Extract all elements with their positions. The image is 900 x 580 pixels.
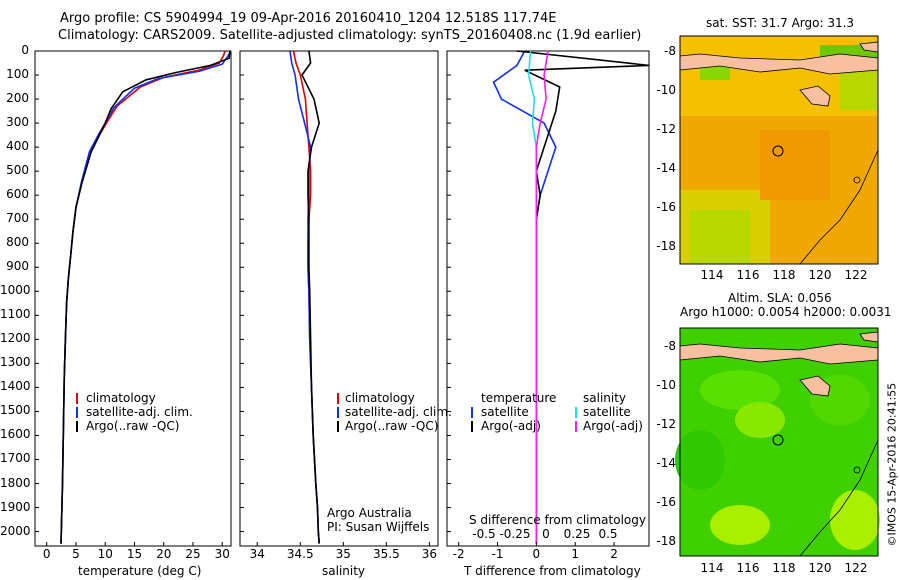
depth-tick-label: 700 bbox=[6, 211, 29, 226]
t-difference-xlabel: T difference from climatology bbox=[464, 564, 641, 578]
temperature-tick-label: 10 bbox=[97, 547, 113, 561]
map1-lon-label: 122 bbox=[844, 268, 868, 282]
map2-lon-label: 116 bbox=[736, 561, 760, 575]
s-difference-tick-label: 0.5 bbox=[598, 527, 618, 541]
map1-lon-label: 118 bbox=[772, 268, 796, 282]
legend-satellite-2: satellite-adj. clim. bbox=[345, 405, 452, 419]
map2-lon-label: 118 bbox=[772, 561, 796, 575]
depth-tick-label: 1700 bbox=[0, 451, 31, 466]
difference-panel bbox=[446, 50, 650, 547]
depth-tick-label: 200 bbox=[6, 91, 29, 106]
depth-tick-label: 1400 bbox=[0, 379, 31, 394]
depth-tick-label: 500 bbox=[6, 163, 29, 178]
legend-argo-2: Argo(..raw -QC) bbox=[345, 419, 439, 433]
map2-lat-label: -16 bbox=[656, 495, 676, 509]
series-line-salinity-argo-adj- bbox=[535, 50, 549, 544]
salinity-tick-label: 34 bbox=[249, 547, 265, 561]
salinity-tick-label: 36 bbox=[421, 547, 438, 561]
salinity-tick-label: 34.5 bbox=[286, 547, 314, 561]
legend-temperature-header: temperature bbox=[481, 391, 557, 405]
salinity-tick-label: 35.5 bbox=[372, 547, 400, 561]
credit-line1: Argo Australia bbox=[327, 506, 412, 520]
depth-tick-label: 1500 bbox=[0, 403, 31, 418]
sst-map-title: sat. SST: 31.7 Argo: 31.3 bbox=[706, 16, 855, 30]
map1-lat-label: -18 bbox=[656, 239, 676, 253]
s-difference-tick-label: -0.25 bbox=[499, 527, 531, 541]
depth-tick-label: 1600 bbox=[0, 427, 31, 442]
salinity-tick-label: 35 bbox=[335, 547, 351, 561]
legend-s-argo: Argo(-adj) bbox=[583, 419, 643, 433]
map1-lat-label: -10 bbox=[656, 83, 676, 97]
temperature-tick-label: 5 bbox=[72, 547, 80, 561]
sla-map bbox=[675, 327, 880, 557]
depth-tick-label: 1200 bbox=[0, 331, 31, 346]
depth-tick-label: 1800 bbox=[0, 475, 31, 490]
legend-s-satellite: satellite bbox=[583, 405, 631, 419]
map1-lon-label: 114 bbox=[700, 268, 724, 282]
map2-lat-label: -12 bbox=[656, 417, 676, 431]
map1-lat-label: -8 bbox=[664, 44, 676, 58]
t-difference-tick-label: -1 bbox=[491, 547, 504, 561]
s-difference-tick-label: 0 bbox=[542, 527, 550, 541]
header-line1: Argo profile: CS 5904994_19 09-Apr-2016 … bbox=[60, 11, 557, 26]
map2-lon-label: 114 bbox=[700, 561, 724, 575]
legend-satellite: satellite-adj. clim. bbox=[86, 405, 193, 419]
legend-climatology: climatology bbox=[86, 391, 156, 405]
map1-lat-label: -14 bbox=[656, 161, 676, 175]
sla-map-title2: Argo h1000: 0.0054 h2000: 0.0031 bbox=[680, 305, 892, 319]
series-line-argo-raw-qc- bbox=[60, 50, 231, 544]
legend-argo: Argo(..raw -QC) bbox=[86, 419, 180, 433]
temperature-panel bbox=[34, 50, 232, 547]
sst-map bbox=[679, 35, 879, 265]
depth-tick-label: 0 bbox=[21, 43, 29, 57]
s-difference-label: S difference from climatology bbox=[469, 513, 646, 527]
sla-map-title1: Altim. SLA: 0.056 bbox=[728, 291, 832, 305]
map2-lon-label: 120 bbox=[808, 561, 832, 575]
map1-lat-label: -16 bbox=[656, 200, 676, 214]
map2-lat-label: -18 bbox=[656, 534, 676, 548]
s-difference-tick-label: -0.5 bbox=[472, 527, 496, 541]
depth-tick-label: 300 bbox=[6, 115, 29, 130]
header-line2: Climatology: CARS2009. Satellite-adjuste… bbox=[58, 28, 642, 43]
depth-tick-label: 600 bbox=[6, 187, 29, 202]
legend-salinity-header: salinity bbox=[583, 391, 627, 405]
depth-tick-label: 1300 bbox=[0, 355, 31, 370]
map2-lon-label: 122 bbox=[844, 561, 868, 575]
depth-tick-label: 1000 bbox=[0, 283, 31, 298]
map2-lat-label: -14 bbox=[656, 456, 676, 470]
temperature-xlabel: temperature (deg C) bbox=[78, 564, 202, 578]
map1-lat-label: -12 bbox=[656, 122, 676, 136]
depth-tick-label: 1900 bbox=[0, 499, 31, 514]
temperature-tick-label: 30 bbox=[214, 547, 230, 561]
legend-t-satellite: satellite bbox=[481, 405, 529, 419]
t-difference-tick-label: 2 bbox=[610, 547, 618, 561]
depth-tick-label: 1100 bbox=[0, 307, 31, 322]
map2-lat-label: -10 bbox=[656, 378, 676, 392]
salinity-xlabel: salinity bbox=[322, 564, 366, 578]
credit-line2: PI: Susan Wijffels bbox=[327, 520, 430, 534]
imos-stamp: ©IMOS 15-Apr-2016 20:41:55 bbox=[885, 382, 899, 547]
temperature-tick-label: 0 bbox=[42, 547, 51, 561]
t-difference-tick-label: 0 bbox=[532, 547, 541, 561]
depth-tick-label: 100 bbox=[6, 67, 29, 82]
t-difference-tick-label: -2 bbox=[452, 547, 465, 561]
temperature-tick-label: 20 bbox=[156, 547, 172, 561]
temperature-tick-label: 15 bbox=[126, 547, 143, 561]
series-line-argo-raw-qc- bbox=[301, 50, 321, 544]
s-difference-tick-label: 0.25 bbox=[563, 527, 591, 541]
depth-tick-label: 900 bbox=[6, 259, 29, 274]
map1-lon-label: 120 bbox=[808, 268, 832, 282]
t-difference-tick-label: 1 bbox=[571, 547, 579, 561]
map1-lon-label: 116 bbox=[736, 268, 760, 282]
temperature-tick-label: 25 bbox=[185, 547, 201, 561]
legend-t-argo: Argo(-adj) bbox=[481, 419, 541, 433]
depth-tick-label: 800 bbox=[6, 235, 29, 250]
salinity-panel bbox=[239, 50, 439, 547]
depth-tick-label: 2000 bbox=[0, 523, 31, 538]
depth-tick-label: 400 bbox=[6, 139, 29, 154]
map2-lat-label: -8 bbox=[664, 339, 676, 353]
legend-climatology-2: climatology bbox=[345, 391, 415, 405]
